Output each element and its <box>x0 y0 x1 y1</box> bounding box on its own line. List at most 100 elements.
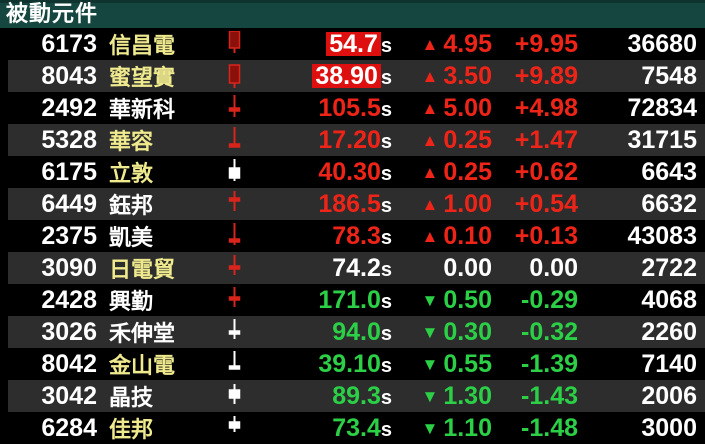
candlestick-icon <box>215 287 253 313</box>
stock-name: 佳邦 <box>109 417 154 442</box>
stock-row[interactable]: 8042 金山電 39.10s ▼ 0.55 -1.39 7140 <box>0 348 705 380</box>
price-suffix: s <box>380 66 392 89</box>
direction-arrow-icon: ▼ <box>421 418 439 438</box>
last-price: 78.3 <box>332 221 381 250</box>
last-price: 89.3 <box>332 381 381 410</box>
price-suffix: s <box>380 322 392 345</box>
last-price: 171.0 <box>318 285 381 314</box>
stock-row[interactable]: 2428 興勤 171.0s ▼ 0.50 -0.29 4068 <box>0 284 705 316</box>
direction-arrow-icon: ▼ <box>421 322 439 342</box>
stock-row[interactable]: 2492 華新科 105.5s ▲ 5.00 +4.98 72834 <box>0 92 705 124</box>
change-value: 0.10 <box>443 221 492 250</box>
stock-name: 立敦 <box>109 161 154 186</box>
volume: 72834 <box>627 93 697 122</box>
stock-row[interactable]: 3026 禾伸堂 94.0s ▼ 0.30 -0.32 2260 <box>0 316 705 348</box>
direction-arrow-icon: ▼ <box>421 290 439 310</box>
direction-arrow-icon: ▲ <box>421 34 439 54</box>
last-price: 74.2 <box>332 253 381 282</box>
stock-name: 凱美 <box>109 225 154 250</box>
direction-arrow-icon: ▲ <box>421 226 439 246</box>
stock-code: 3090 <box>41 253 97 282</box>
price-cell: 17.20s <box>253 126 392 155</box>
volume: 2006 <box>641 381 697 410</box>
stock-code: 6173 <box>41 29 97 58</box>
stock-code: 6284 <box>41 413 97 442</box>
price-cell: 54.7 s <box>253 30 392 59</box>
last-price: 39.10 <box>318 349 381 378</box>
percent-change: 0.00 <box>529 253 578 282</box>
last-price: 17.20 <box>318 125 381 154</box>
volume: 43083 <box>627 221 697 250</box>
percent-change: -1.43 <box>521 381 578 410</box>
percent-change: +0.54 <box>514 189 578 218</box>
change-value: 0.55 <box>443 349 492 378</box>
price-suffix: s <box>380 130 392 153</box>
change-value: 0.25 <box>443 125 492 154</box>
direction-arrow-icon: ▲ <box>421 130 439 150</box>
price-suffix: s <box>380 162 392 185</box>
candlestick-icon <box>215 191 253 217</box>
stock-code: 8042 <box>41 349 97 378</box>
stock-row[interactable]: 6449 鈺邦 186.5s ▲ 1.00 +0.54 6632 <box>0 188 705 220</box>
candlestick-icon <box>215 351 253 377</box>
change-cell: 0.00 <box>392 254 492 283</box>
candlestick-icon <box>215 223 253 249</box>
last-price: 105.5 <box>318 93 381 122</box>
change-cell: ▼ 0.50 <box>392 285 493 315</box>
price-cell: 94.0s <box>253 318 392 347</box>
stock-list: 6173 信昌電 54.7 s ▲ 4.95 +9.95 36680 8043 蜜望… <box>0 28 705 444</box>
last-price: 40.30 <box>318 157 381 186</box>
change-cell: ▲ 5.00 <box>392 93 493 123</box>
stock-row[interactable]: 6284 佳邦 73.4s ▼ 1.10 -1.48 3000 <box>0 412 705 444</box>
stock-code: 3026 <box>41 317 97 346</box>
percent-change: +0.13 <box>514 221 578 250</box>
change-value: 0.30 <box>443 317 492 346</box>
price-suffix: s <box>380 258 392 281</box>
price-suffix: s <box>380 386 392 409</box>
price-cell: 105.5s <box>253 94 392 123</box>
stock-row[interactable]: 8043 蜜望實 38.90 s ▲ 3.50 +9.89 7548 <box>0 60 705 92</box>
stock-row[interactable]: 5328 華容 17.20s ▲ 0.25 +1.47 31715 <box>0 124 705 156</box>
price-cell: 78.3s <box>253 222 392 251</box>
price-cell: 39.10s <box>253 350 392 379</box>
volume: 7548 <box>641 61 697 90</box>
candlestick-icon <box>215 255 253 281</box>
change-value: 0.00 <box>443 253 492 282</box>
volume: 2260 <box>641 317 697 346</box>
price-cell: 40.30s <box>253 158 392 187</box>
stock-code: 6449 <box>41 189 97 218</box>
last-price: 38.90 <box>312 63 381 88</box>
change-cell: ▲ 1.00 <box>392 190 493 219</box>
price-suffix: s <box>380 418 392 441</box>
volume: 7140 <box>641 349 697 378</box>
percent-change: +9.95 <box>514 29 578 58</box>
volume: 31715 <box>627 125 697 154</box>
stock-name: 金山電 <box>109 353 176 378</box>
stock-row[interactable]: 2375 凱美 78.3s ▲ 0.10 +0.13 43083 <box>0 220 705 252</box>
direction-arrow-icon: ▼ <box>421 386 439 406</box>
change-cell: ▲ 3.50 <box>392 62 493 91</box>
price-suffix: s <box>380 226 392 249</box>
change-value: 1.30 <box>443 381 492 410</box>
price-cell: 73.4s <box>253 414 392 443</box>
change-cell: ▼ 1.30 <box>392 381 493 411</box>
change-value: 5.00 <box>443 93 492 122</box>
stock-row[interactable]: 3090 日電貿 74.2s 0.00 0.00 2722 <box>0 252 705 284</box>
stock-row[interactable]: 6173 信昌電 54.7 s ▲ 4.95 +9.95 36680 <box>0 28 705 60</box>
stock-row[interactable]: 3042 晶技 89.3s ▼ 1.30 -1.43 2006 <box>0 380 705 412</box>
change-value: 0.50 <box>443 285 492 314</box>
candlestick-icon <box>215 383 253 409</box>
change-cell: ▲ 0.10 <box>392 221 493 251</box>
volume: 36680 <box>627 29 697 58</box>
stock-code: 2492 <box>41 93 97 122</box>
price-suffix: s <box>380 354 392 377</box>
stock-code: 5328 <box>41 125 97 154</box>
price-cell: 171.0s <box>253 286 392 315</box>
stock-name: 蜜望實 <box>109 65 176 90</box>
group-title[interactable]: 被動元件 <box>0 0 705 28</box>
stock-code: 8043 <box>41 61 97 90</box>
stock-row[interactable]: 6175 立敦 40.30s ▲ 0.25 +0.62 6643 <box>0 156 705 188</box>
percent-change: -1.48 <box>521 413 578 442</box>
price-cell: 74.2s <box>253 254 392 283</box>
